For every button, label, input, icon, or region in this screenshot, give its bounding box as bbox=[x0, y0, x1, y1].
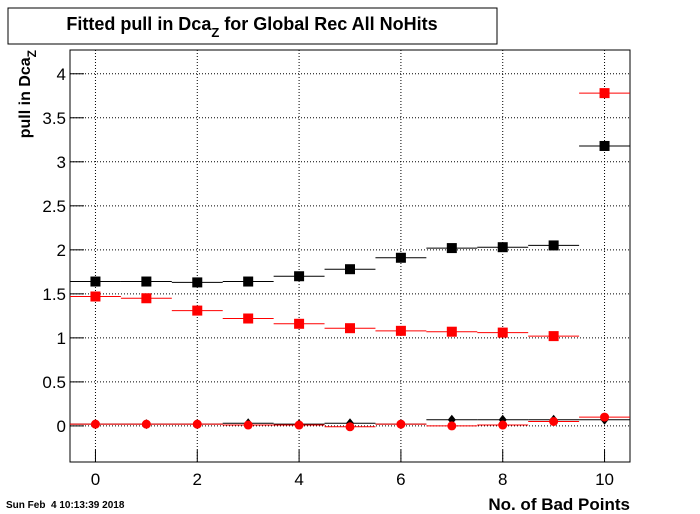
marker-circle bbox=[396, 419, 406, 429]
x-tick-label: 0 bbox=[91, 470, 100, 489]
x-tick-label: 4 bbox=[294, 470, 303, 489]
marker-circle bbox=[549, 417, 559, 427]
y-tick-label: 0.5 bbox=[42, 373, 66, 392]
marker-square bbox=[90, 291, 101, 302]
title-box bbox=[7, 7, 498, 45]
y-label-main: pull in Dca bbox=[17, 57, 34, 138]
marker-square bbox=[90, 276, 101, 287]
title-main: Fitted pull in Dca bbox=[66, 14, 212, 34]
y-tick-label: 1 bbox=[57, 329, 66, 348]
y-tick-label: 3 bbox=[57, 153, 66, 172]
title-suffix: for Global Rec All NoHits bbox=[219, 14, 437, 34]
y-label-subscript: Z bbox=[25, 50, 39, 57]
marker-circle bbox=[294, 420, 304, 430]
marker-square bbox=[599, 140, 610, 151]
y-tick-label: 1.5 bbox=[42, 285, 66, 304]
marker-circle bbox=[90, 419, 100, 429]
marker-square bbox=[548, 331, 559, 342]
marker-square bbox=[497, 242, 508, 253]
marker-square bbox=[294, 271, 305, 282]
marker-square bbox=[395, 252, 406, 263]
chart-title: Fitted pull in DcaZ for Global Rec All N… bbox=[66, 14, 437, 40]
marker-square bbox=[243, 276, 254, 287]
marker-circle bbox=[192, 419, 202, 429]
marker-square bbox=[192, 277, 203, 288]
marker-circle bbox=[498, 420, 508, 430]
marker-square bbox=[446, 243, 457, 254]
marker-square bbox=[141, 276, 152, 287]
plot-frame bbox=[69, 49, 631, 463]
marker-circle bbox=[600, 412, 610, 422]
marker-square bbox=[192, 305, 203, 316]
marker-circle bbox=[447, 421, 457, 431]
y-tick-label: 2.5 bbox=[42, 197, 66, 216]
marker-square bbox=[294, 318, 305, 329]
y-tick-label: 3.5 bbox=[42, 109, 66, 128]
y-axis-label: pull in DcaZ bbox=[17, 50, 39, 138]
x-tick-label: 8 bbox=[498, 470, 507, 489]
x-tick-label: 6 bbox=[396, 470, 405, 489]
y-tick-label: 0 bbox=[57, 417, 66, 436]
marker-square bbox=[395, 325, 406, 336]
marker-square bbox=[141, 293, 152, 304]
marker-square bbox=[497, 327, 508, 338]
marker-square bbox=[599, 88, 610, 99]
title-subscript: Z bbox=[211, 25, 219, 40]
y-tick-label: 4 bbox=[57, 65, 66, 84]
marker-circle bbox=[141, 419, 151, 429]
x-axis-label: No. of Bad Points bbox=[488, 495, 630, 514]
marker-square bbox=[345, 264, 355, 275]
marker-circle bbox=[243, 420, 253, 430]
marker-square bbox=[548, 240, 559, 251]
x-tick-label: 2 bbox=[193, 470, 202, 489]
marker-square bbox=[446, 326, 457, 337]
x-tick-label: 10 bbox=[595, 470, 614, 489]
y-tick-label: 2 bbox=[57, 241, 66, 260]
timestamp: Sun Feb 4 10:13:39 2018 bbox=[6, 500, 125, 511]
marker-square bbox=[345, 323, 355, 334]
marker-circle bbox=[345, 422, 355, 432]
marker-square bbox=[243, 313, 254, 324]
